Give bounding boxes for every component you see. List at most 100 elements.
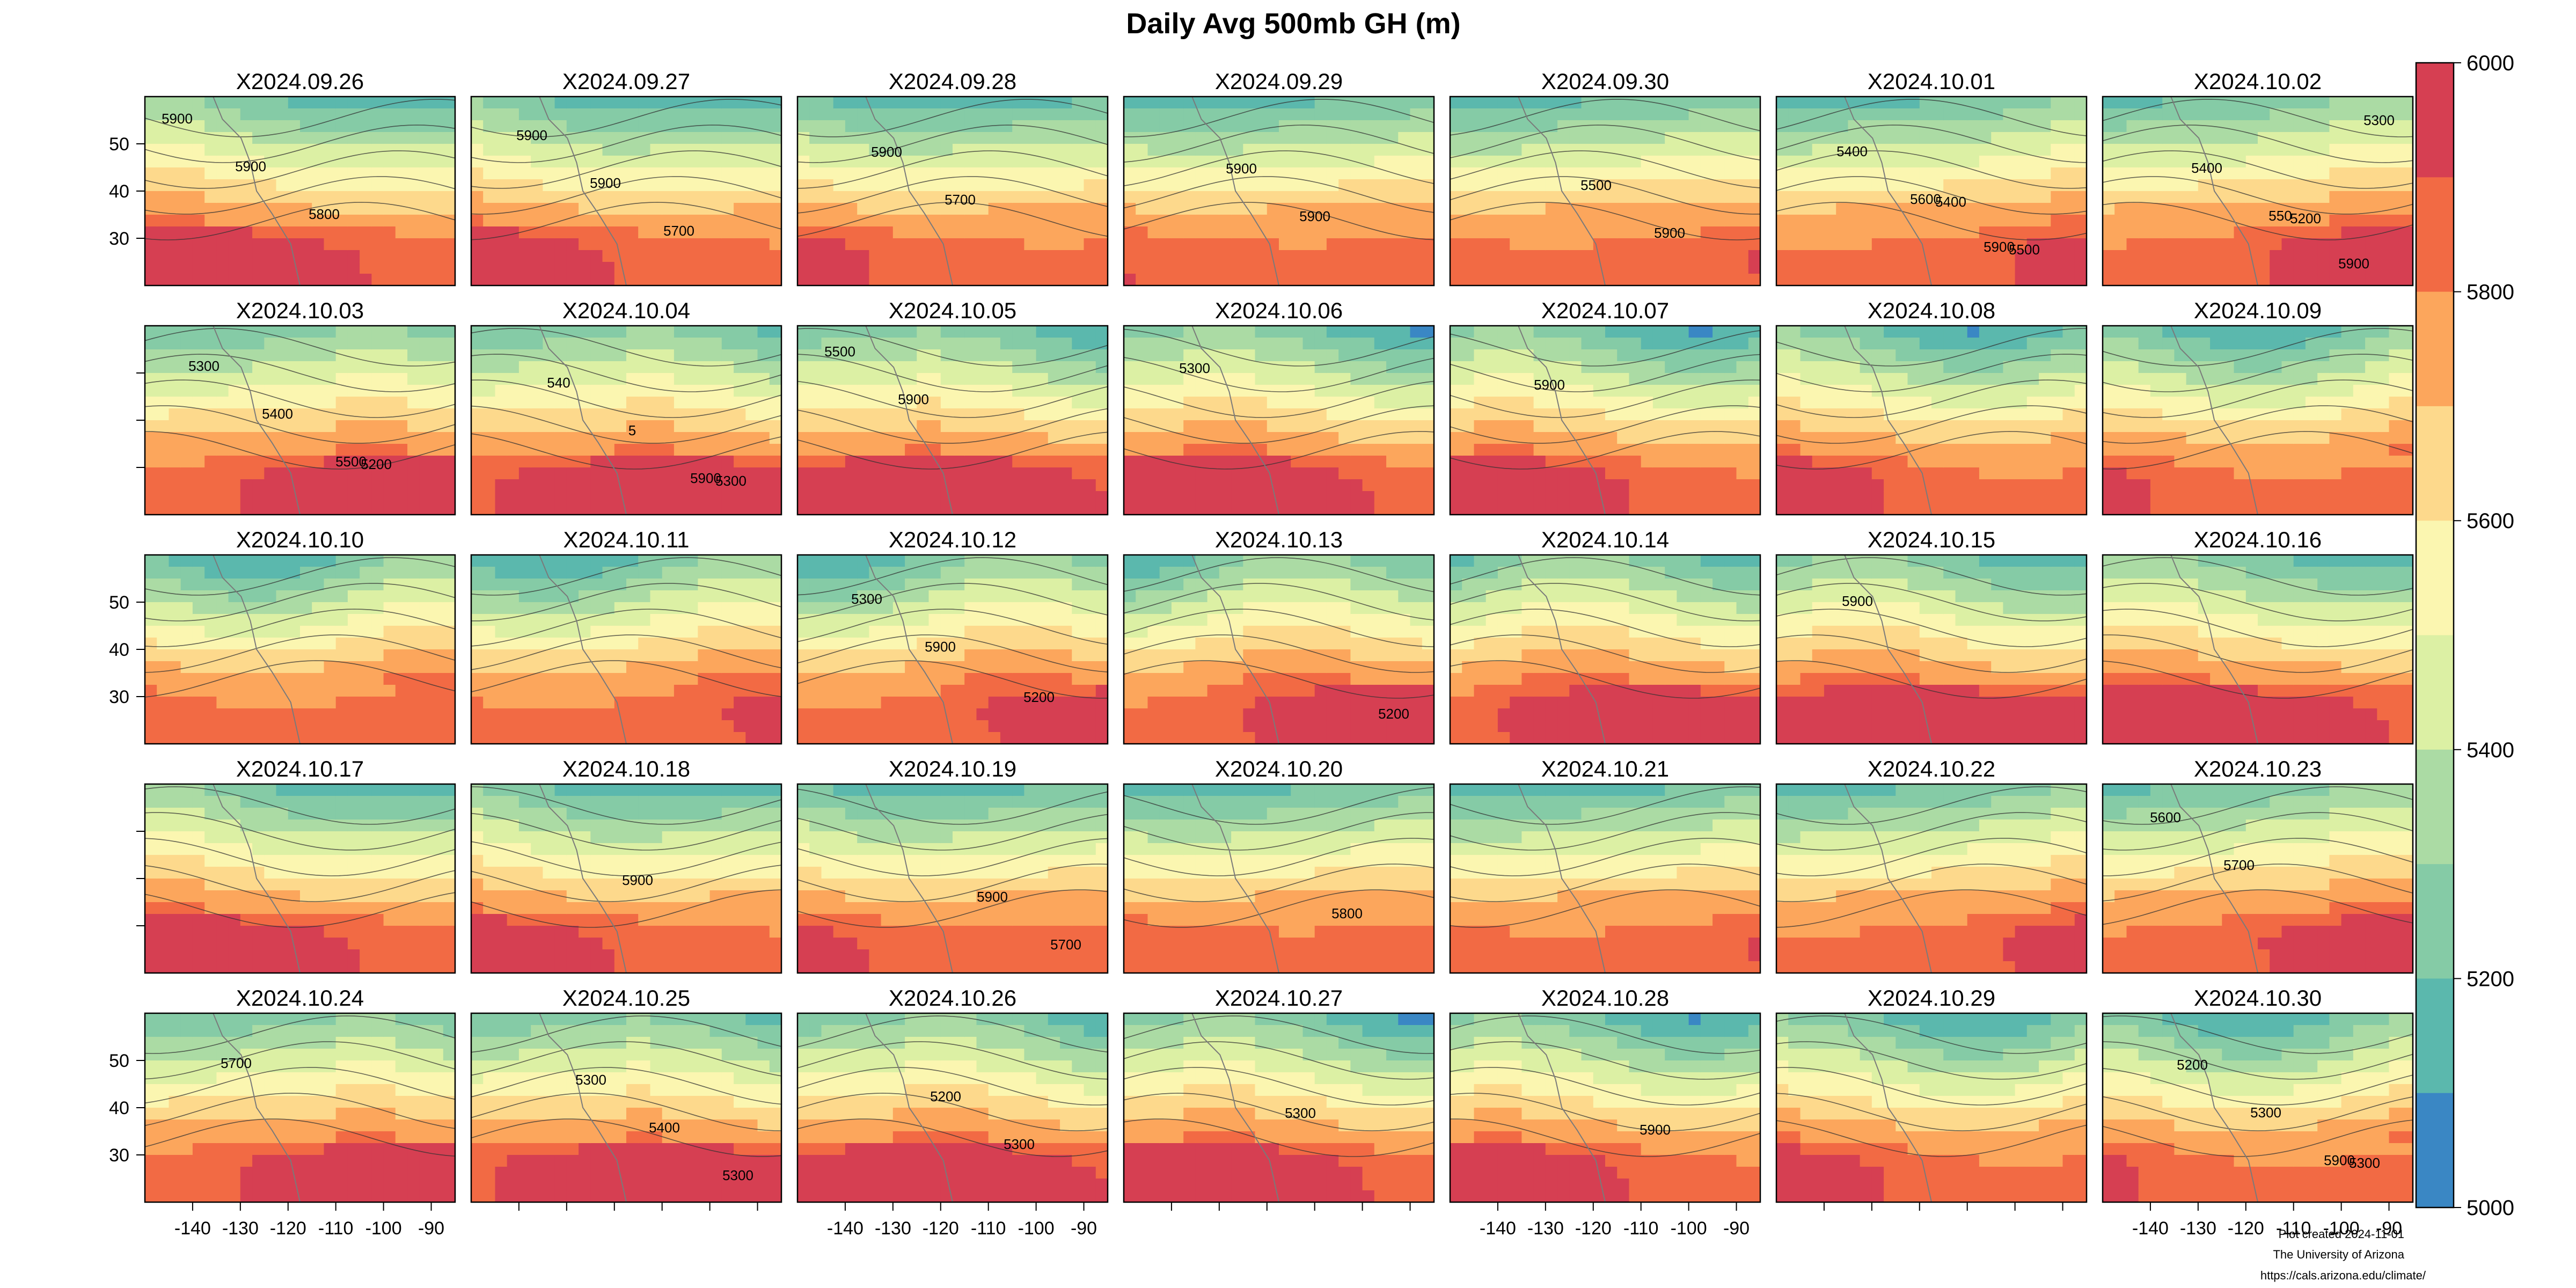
field-cell xyxy=(371,432,384,444)
field-cell xyxy=(1871,108,1884,121)
field-cell xyxy=(1569,144,1582,156)
field-cell xyxy=(431,491,444,503)
field-cell xyxy=(1147,120,1160,133)
field-cell xyxy=(264,156,277,168)
field-cell xyxy=(347,338,360,350)
field-cell xyxy=(1652,108,1665,121)
field-cell xyxy=(228,373,241,385)
field-cell xyxy=(324,203,336,215)
field-cell xyxy=(734,385,747,397)
field-cell xyxy=(905,120,918,133)
field-cell xyxy=(1545,167,1558,180)
field-cell xyxy=(869,361,882,374)
field-cell xyxy=(1136,97,1148,109)
field-cell xyxy=(2245,179,2258,192)
field-cell xyxy=(383,262,396,274)
field-cell xyxy=(1510,456,1523,468)
field-cell xyxy=(1776,226,1789,239)
field-cell xyxy=(1665,274,1678,286)
field-cell xyxy=(1510,274,1523,286)
field-cell xyxy=(1255,203,1268,215)
field-cell xyxy=(1012,467,1025,480)
field-cell xyxy=(276,108,289,121)
field-cell xyxy=(1521,503,1534,515)
field-cell xyxy=(1362,479,1375,492)
field-cell xyxy=(180,361,193,374)
field-cell xyxy=(518,262,531,274)
field-cell xyxy=(1450,274,1462,286)
field-cell xyxy=(1326,408,1339,421)
field-cell xyxy=(2353,226,2366,239)
field-cell xyxy=(881,491,894,503)
field-cell xyxy=(1812,274,1825,286)
contour-line xyxy=(2103,202,2413,240)
field-cell xyxy=(734,274,747,286)
field-cell xyxy=(940,479,953,492)
field-cell xyxy=(976,144,989,156)
field-cell xyxy=(940,432,953,444)
field-cell xyxy=(347,226,360,239)
field-cell xyxy=(1641,349,1653,362)
field-cell xyxy=(1024,432,1037,444)
field-cell xyxy=(988,226,1001,239)
field-cell xyxy=(1665,108,1678,121)
field-cell xyxy=(1497,144,1510,156)
contour-label: 5900 xyxy=(690,470,721,486)
field-cell xyxy=(1243,226,1256,239)
field-cell xyxy=(1677,179,1689,192)
field-cell xyxy=(2329,262,2342,274)
field-cell xyxy=(1048,326,1060,338)
field-cell xyxy=(1159,238,1172,251)
field-cell xyxy=(180,203,193,215)
field-cell xyxy=(734,432,747,444)
field-cell xyxy=(1231,338,1244,350)
field-cell xyxy=(579,120,591,133)
field-cell xyxy=(1665,97,1678,109)
field-cell xyxy=(1302,373,1315,385)
field-cell xyxy=(940,262,953,274)
field-cell xyxy=(1000,338,1013,350)
field-cell xyxy=(324,238,336,251)
field-cell xyxy=(1836,132,1849,144)
field-cell xyxy=(335,467,348,480)
field-cell xyxy=(745,191,758,203)
field-cell xyxy=(1485,262,1498,274)
field-cell xyxy=(483,167,496,180)
field-cell xyxy=(1048,108,1060,121)
field-cell xyxy=(1422,326,1434,338)
field-cell xyxy=(1533,432,1546,444)
field-cell xyxy=(1450,108,1462,121)
coastline xyxy=(213,326,301,515)
field-cell xyxy=(419,97,432,109)
field-cell xyxy=(2138,238,2151,251)
field-cell xyxy=(1231,326,1244,338)
field-cell xyxy=(1736,226,1749,239)
field-cell xyxy=(602,373,615,385)
field-cell xyxy=(1521,373,1534,385)
field-cell xyxy=(324,191,336,203)
field-cell xyxy=(674,503,686,515)
panel-frame xyxy=(796,325,1109,516)
field-cell xyxy=(650,120,663,133)
field-cell xyxy=(1641,203,1653,215)
field-cell xyxy=(371,373,384,385)
field-cell xyxy=(579,215,591,227)
field-cell xyxy=(1060,491,1073,503)
field-cell xyxy=(1800,191,1813,203)
field-cell xyxy=(2039,215,2052,227)
field-cell xyxy=(2114,226,2127,239)
field-cell xyxy=(1629,238,1642,251)
contour-line xyxy=(1124,150,1434,186)
field-cell xyxy=(1183,467,1196,480)
field-cell xyxy=(650,144,663,156)
field-cell xyxy=(1048,274,1060,286)
field-cell xyxy=(1000,491,1013,503)
field-cell xyxy=(988,167,1001,180)
field-cell xyxy=(1652,132,1665,144)
field-cell xyxy=(905,274,918,286)
field-cell xyxy=(2389,226,2402,239)
field-cell xyxy=(240,215,253,227)
field-cell xyxy=(1557,420,1570,433)
field-cell xyxy=(2365,120,2378,133)
field-cell xyxy=(1860,191,1872,203)
